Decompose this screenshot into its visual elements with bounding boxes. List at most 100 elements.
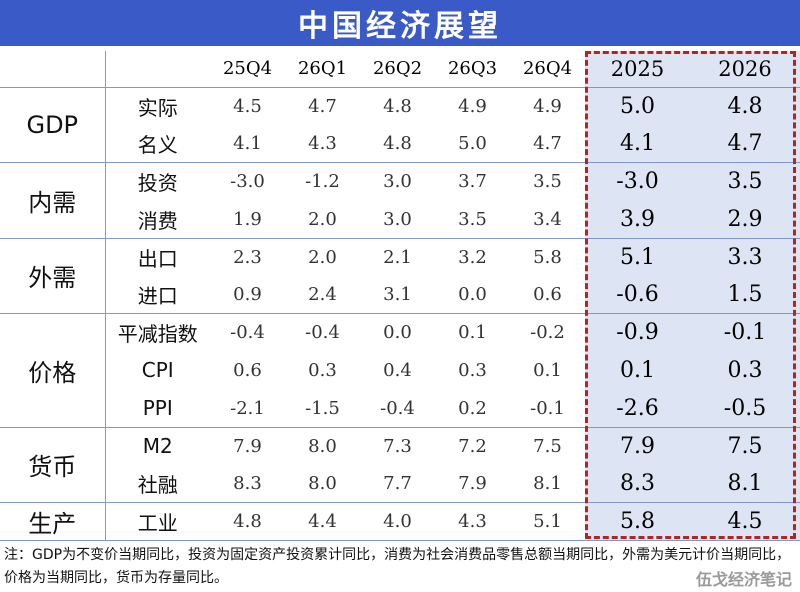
annual-value-cell: -0.9 [585, 313, 690, 352]
quarter-value-cell: 4.0 [360, 502, 435, 542]
category-label: 外需 [0, 238, 106, 315]
quarter-value-cell: 0.0 [435, 275, 510, 315]
indicator-label: 平减指数 [117, 322, 198, 347]
quarter-value-cell: -1.2 [305, 171, 340, 193]
indicator-label: 投资 [137, 171, 178, 196]
quarter-value-cell: 2.4 [285, 275, 360, 315]
table-row: CPI 0.6 0.3 0.4 0.3 0.1 0.1 0.3 [0, 351, 800, 390]
header-category-blank [0, 51, 106, 88]
quarter-value-cell: 3.0 [383, 171, 412, 193]
annual-value-cell: 3.3 [690, 238, 800, 276]
quarter-value-cell: 2.1 [383, 246, 412, 268]
annual-value-cell: -0.6 [585, 275, 690, 315]
quarter-value-cell: 4.4 [285, 502, 360, 542]
quarter-value-cell: 3.2 [458, 246, 487, 268]
indicator-label: CPI [141, 358, 174, 383]
title-bar: 中国经济展望 [0, 0, 800, 46]
quarter-value-cell: -0.4 [305, 322, 340, 344]
quarter-value-cell: 7.7 [360, 464, 435, 504]
quarter-value-cell: 3.0 [360, 200, 435, 239]
annual-value-cell: 0.1 [585, 351, 690, 390]
quarter-value-cell: 4.1 [210, 124, 285, 164]
quarter-value-cell: 8.3 [210, 464, 285, 504]
category-label: 价格 [0, 313, 106, 428]
quarter-value-cell: 3.1 [360, 275, 435, 315]
quarter-value-cell: 1.9 [210, 200, 285, 239]
quarter-value-cell: 4.8 [360, 124, 435, 164]
quarter-value-cell: 4.5 [233, 95, 262, 117]
table-row: 消费 1.9 2.0 3.0 3.5 3.4 3.9 2.9 [0, 200, 800, 239]
category-label: 生产 [0, 502, 106, 542]
indicator-label: 进口 [105, 275, 210, 315]
quarter-value-cell: 4.9 [533, 95, 562, 117]
indicator-label: 名义 [105, 124, 210, 164]
annual-value-cell: 4.8 [690, 87, 800, 125]
category-label: 货币 [0, 427, 106, 504]
annual-value-cell: 5.8 [585, 502, 690, 542]
quarter-value-cell: 3.7 [458, 171, 487, 193]
quarter-value-cell: 3.5 [435, 200, 510, 239]
quarter-value-cell: 0.3 [458, 359, 487, 381]
header-row: 25Q4 26Q1 26Q2 26Q3 26Q4 2025 2026 [0, 51, 800, 88]
indicator-label: M2 [142, 434, 173, 459]
quarter-value-cell: -1.5 [285, 389, 360, 428]
annual-value-cell: -3.0 [585, 162, 690, 201]
quarter-value-cell: 2.3 [233, 246, 262, 268]
quarter-value-cell: 4.7 [308, 95, 337, 117]
quarter-value-cell: 4.3 [285, 124, 360, 164]
quarter-value-cell: -0.4 [360, 389, 435, 428]
quarter-value-cell: 3.4 [510, 200, 585, 239]
quarter-value-cell: 4.8 [210, 502, 285, 542]
quarter-value-cell: 8.1 [510, 464, 585, 504]
quarter-value-cell: 0.2 [435, 389, 510, 428]
quarter-value-cell: 0.0 [383, 322, 412, 344]
quarter-value-cell: 0.6 [233, 359, 262, 381]
annual-value-cell: 1.5 [690, 275, 800, 315]
annual-value-cell: 2.9 [690, 200, 800, 239]
quarter-value-cell: 0.3 [308, 359, 337, 381]
quarter-value-cell: -3.0 [230, 171, 265, 193]
column-header: 26Q3 [435, 51, 510, 88]
column-header-annual: 2026 [690, 51, 800, 88]
quarter-value-cell: 0.4 [383, 359, 412, 381]
indicator-label: PPI [105, 389, 210, 428]
quarter-value-cell: 5.0 [435, 124, 510, 164]
annual-value-cell: 5.0 [585, 87, 690, 125]
annual-value-cell: -2.6 [585, 389, 690, 428]
watermark: 伍戈经济笔记 [695, 570, 792, 589]
annual-value-cell: 8.3 [585, 464, 690, 504]
annual-value-cell: -0.1 [690, 313, 800, 352]
annual-value-cell: 7.5 [690, 427, 800, 465]
quarter-value-cell: 2.0 [285, 200, 360, 239]
quarter-value-cell: 2.0 [308, 246, 337, 268]
table-row: 社融 8.3 8.0 7.7 7.9 8.1 8.3 8.1 [0, 464, 800, 504]
quarter-value-cell: 4.3 [435, 502, 510, 542]
category-label: GDP [0, 87, 106, 164]
annual-value-cell: 3.9 [585, 200, 690, 239]
header-item-blank [105, 51, 210, 88]
annual-value-cell: 4.5 [690, 502, 800, 542]
annual-value-cell: 4.1 [585, 124, 690, 164]
quarter-value-cell: 3.5 [533, 171, 562, 193]
quarter-value-cell: 4.7 [510, 124, 585, 164]
quarter-value-cell: -0.4 [230, 322, 265, 344]
quarter-value-cell: 5.1 [510, 502, 585, 542]
annual-value-cell: 0.3 [690, 351, 800, 390]
quarter-value-cell: 7.9 [233, 435, 262, 457]
category-label: 内需 [0, 162, 106, 239]
quarter-value-cell: 7.9 [435, 464, 510, 504]
indicator-label: 实际 [137, 95, 178, 120]
quarter-value-cell: 8.0 [285, 464, 360, 504]
column-header: 26Q4 [510, 51, 585, 88]
table-row: PPI -2.1 -1.5 -0.4 0.2 -0.1 -2.6 -0.5 [0, 389, 800, 428]
quarter-value-cell: -2.1 [210, 389, 285, 428]
indicator-label: 出口 [137, 246, 178, 271]
annual-value-cell: 5.1 [585, 238, 690, 276]
annual-value-cell: 3.5 [690, 162, 800, 201]
table-row: 价格 平减指数 -0.4 -0.4 0.0 0.1 -0.2 -0.9 -0.1 [0, 313, 800, 428]
quarter-value-cell: -0.1 [510, 389, 585, 428]
table-row: GDP 实际 4.5 4.7 4.8 4.9 4.9 5.0 4.8 [0, 87, 800, 164]
quarter-value-cell: 7.5 [533, 435, 562, 457]
column-header: 26Q2 [360, 51, 435, 88]
table-row: 生产 工业 4.8 4.4 4.0 4.3 5.1 5.8 4.5 [0, 502, 800, 542]
